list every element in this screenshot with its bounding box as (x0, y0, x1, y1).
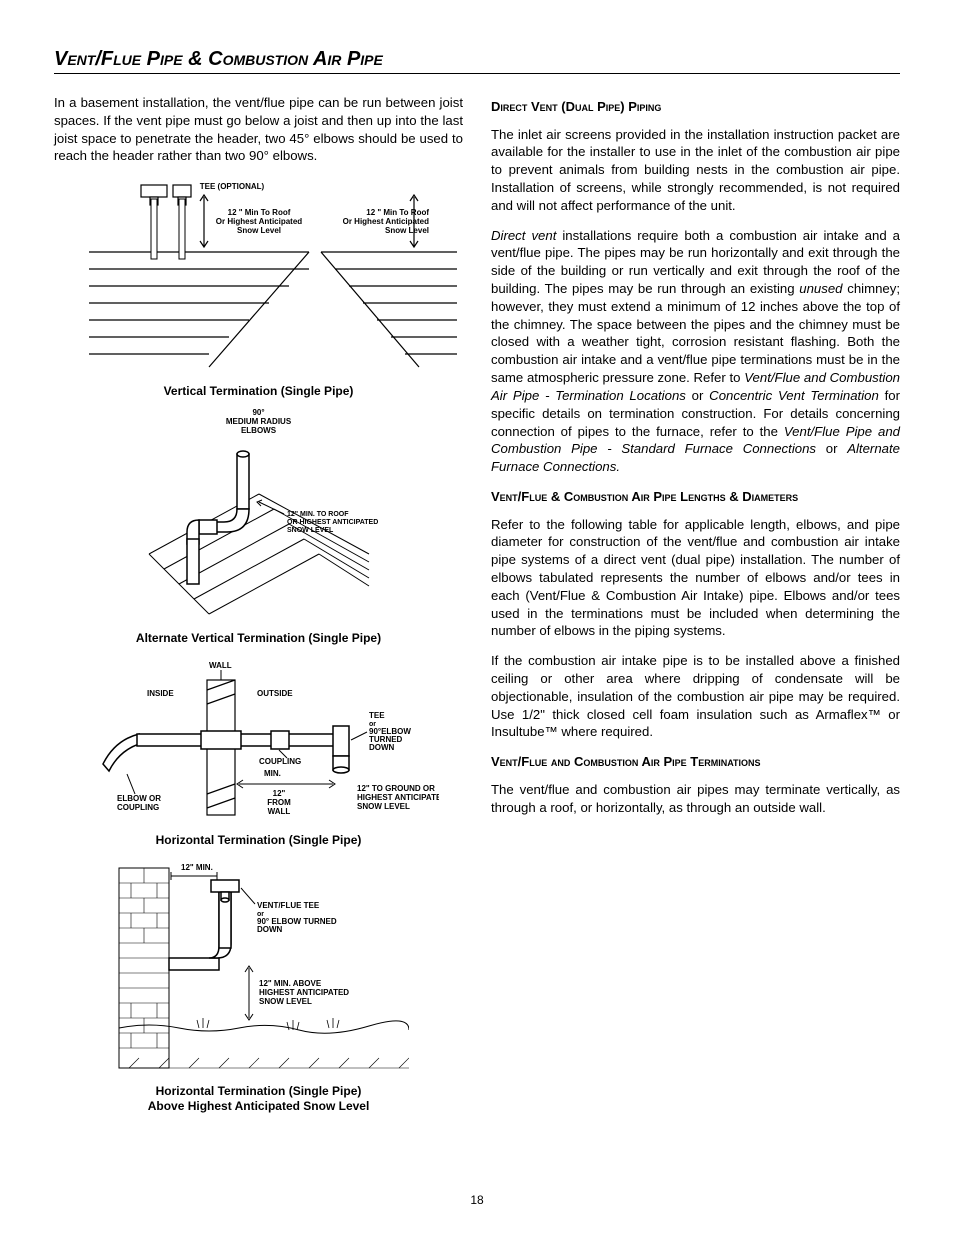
page-title: Vent/Flue Pipe & Combustion Air Pipe (54, 48, 900, 74)
fig4-min: 12" MIN. (181, 863, 213, 872)
right-p1: The inlet air screens provided in the in… (491, 126, 900, 215)
fig1-left-l1: 12 " Min To Roof (227, 208, 290, 217)
fig4-snow-l1: 12" MIN. ABOVE (259, 979, 322, 988)
fig2-note-l1: 12" MIN. TO ROOF (287, 511, 349, 518)
fig4-tee-l1: VENT/FLUE TEE (257, 901, 320, 910)
right-h3: Vent/Flue and Combustion Air Pipe Termin… (491, 753, 900, 771)
two-column-layout: In a basement installation, the vent/flu… (54, 94, 900, 1124)
fig3-tee-l1: TEE (369, 711, 385, 720)
fig3-dist-l2: FROM (267, 798, 291, 807)
fig4-snow-l3: SNOW LEVEL (259, 997, 312, 1006)
page-number: 18 (0, 1193, 954, 1207)
fig-alternate-vertical-termination: 12" MIN. TO ROOF OR HIGHEST ANTICIPATED … (129, 444, 389, 624)
fig1-right-l3: Snow Level (384, 226, 428, 235)
fig3-tee-l5: DOWN (369, 743, 395, 752)
right-p3: Refer to the following table for applica… (491, 516, 900, 641)
fig3-coupling: COUPLING (259, 757, 301, 766)
fig4-snow-l2: HIGHEST ANTICIPATED (259, 988, 349, 997)
fig3-dist-l3: WALL (267, 807, 290, 816)
fig4-caption: Horizontal Termination (Single Pipe) Abo… (54, 1084, 463, 1114)
fig2-elbow-label: 90° MEDIUM RADIUS ELBOWS (54, 409, 463, 435)
fig3-wall: WALL (209, 661, 232, 670)
fig1-left-l3: Snow Level (236, 226, 280, 235)
fig2-note-l2: OR HIGHEST ANTICIPATED (287, 519, 378, 526)
right-p4: If the combustion air intake pipe is to … (491, 652, 900, 741)
fig3-caption: Horizontal Termination (Single Pipe) (54, 832, 463, 848)
fig1-right-l1: 12 " Min To Roof (366, 208, 429, 217)
fig-vertical-termination: TEE (OPTIONAL) 12 " Min To Roof Or Highe… (59, 177, 459, 377)
fig3-min: MIN. (264, 769, 281, 778)
right-h1: Direct Vent (Dual Pipe) Piping (491, 98, 900, 116)
fig4-tee-l4: DOWN (257, 925, 283, 934)
fig1-left-l2: Or Highest Anticipated (215, 217, 301, 226)
fig-horizontal-above-snow: 12" MIN. VENT/FLUE TEE or 90° ELBOW TURN… (109, 858, 409, 1078)
fig3-ground-l3: SNOW LEVEL (357, 802, 410, 811)
left-intro: In a basement installation, the vent/flu… (54, 94, 463, 165)
fig3-elbow-l1: ELBOW OR (117, 794, 161, 803)
right-p2: Direct vent installations require both a… (491, 227, 900, 476)
fig1-right-l2: Or Highest Anticipated (342, 217, 428, 226)
fig2-note-l3: SNOW LEVEL (287, 527, 334, 534)
tee-optional-label: TEE (OPTIONAL) (199, 182, 264, 191)
fig3-elbow-l2: COUPLING (117, 803, 159, 812)
fig-horizontal-termination: WALL INSIDE OUTSIDE (79, 656, 439, 826)
fig3-ground-l1: 12" TO GROUND OR (357, 784, 435, 793)
fig3-inside: INSIDE (147, 689, 174, 698)
right-p5: The vent/flue and combustion air pipes m… (491, 781, 900, 817)
right-h2: Vent/Flue & Combustion Air Pipe Lengths … (491, 488, 900, 506)
fig3-outside: OUTSIDE (257, 689, 293, 698)
fig1-caption: Vertical Termination (Single Pipe) (54, 383, 463, 399)
fig3-ground-l2: HIGHEST ANTICIPATED (357, 793, 439, 802)
right-column: Direct Vent (Dual Pipe) Piping The inlet… (491, 94, 900, 1124)
fig2-caption: Alternate Vertical Termination (Single P… (54, 630, 463, 646)
fig3-dist-l1: 12" (272, 789, 285, 798)
left-column: In a basement installation, the vent/flu… (54, 94, 463, 1124)
